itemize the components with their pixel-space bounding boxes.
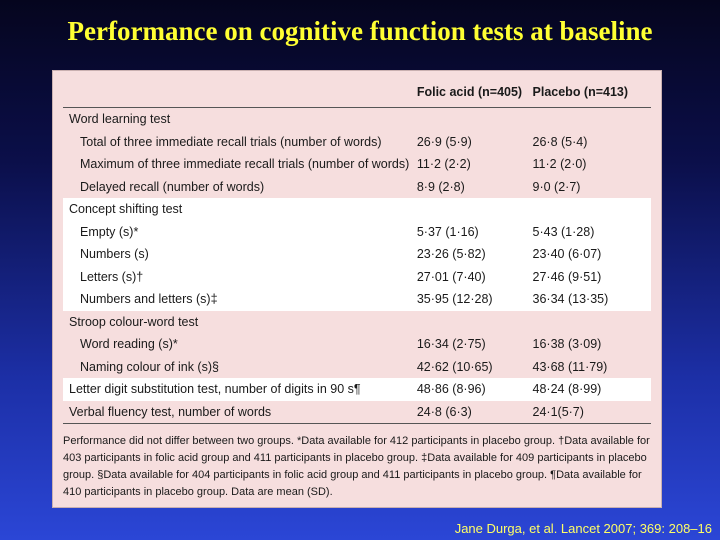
row-label: Verbal fluency test, number of words bbox=[63, 400, 417, 424]
folic-acid-value bbox=[417, 311, 533, 334]
header-folic-acid: Folic acid (n=405) bbox=[416, 77, 533, 108]
placebo-value: 5·43 (1·28) bbox=[532, 220, 651, 243]
table-row: Numbers (s) 23·26 (5·82) 23·40 (6·07) bbox=[63, 243, 651, 266]
row-label: Word learning test bbox=[69, 112, 171, 127]
placebo-value: 11·2 (2·0) bbox=[532, 157, 587, 172]
header-placebo: Placebo (n=413) bbox=[532, 77, 651, 108]
folic-acid-value: 35·95 (12·28) bbox=[416, 288, 533, 311]
folic-acid-value: 48·86 (8·96) bbox=[416, 378, 533, 401]
folic-acid-value: 24·8 (6·3) bbox=[416, 400, 533, 424]
placebo-value bbox=[532, 198, 651, 221]
row-label: Letter digit substitution test, number o… bbox=[63, 378, 417, 401]
placebo-value: 26·8 (5·4) bbox=[532, 134, 588, 149]
placebo-value bbox=[533, 108, 651, 131]
table-row: Numbers and letters (s)‡ 35·95 (12·28) 36·… bbox=[63, 288, 651, 311]
slide-title: Performance on cognitive function tests … bbox=[67, 16, 653, 46]
table-row: Word reading (s)* 16·34 (2·75) 16·38 (3·09… bbox=[63, 333, 651, 356]
folic-acid-value: 8·9 (2·8) bbox=[416, 179, 465, 194]
folic-acid-value: 26·9 (5·9) bbox=[416, 134, 472, 149]
placebo-value: 48·24 (8·99) bbox=[532, 378, 651, 401]
placebo-value bbox=[533, 311, 651, 334]
placebo-value: 36·34 (13·35) bbox=[532, 288, 651, 311]
table-row: Concept shifting test bbox=[63, 198, 651, 221]
table-row: Naming colour of ink (s)§ 42·62 (10·65) 43… bbox=[63, 356, 651, 379]
row-label: Concept shifting test bbox=[63, 198, 417, 221]
table-row: Stroop colour-word test bbox=[63, 311, 651, 334]
folic-acid-value: 5·37 (1·16) bbox=[416, 220, 533, 243]
folic-acid-value bbox=[417, 108, 533, 131]
header-measure bbox=[63, 77, 417, 108]
row-label: Stroop colour-word test bbox=[69, 314, 199, 329]
table-body: Word learning test Total of three immedia… bbox=[63, 108, 651, 424]
placebo-value: 24·1(5·7) bbox=[532, 400, 651, 424]
row-label: Maximum of three immediate recall trials… bbox=[80, 157, 410, 172]
folic-acid-value: 27·01 (7·40) bbox=[416, 265, 533, 288]
placebo-value: 23·40 (6·07) bbox=[532, 243, 651, 266]
folic-acid-value: 23·26 (5·82) bbox=[416, 243, 533, 266]
row-label: Empty (s)* bbox=[63, 220, 417, 243]
table-row: Letter digit substitution test, number o… bbox=[63, 378, 651, 401]
citation: Jane Durga, et al. Lancet 2007; 369: 208… bbox=[454, 521, 712, 536]
row-label: Delayed recall (number of words) bbox=[80, 179, 265, 194]
table-header-row: Folic acid (n=405) Placebo (n=413) bbox=[63, 77, 651, 108]
placebo-value: 43·68 (11·79) bbox=[532, 359, 608, 374]
folic-acid-value: 11·2 (2·2) bbox=[416, 157, 471, 172]
folic-acid-value: 16·34 (2·75) bbox=[416, 337, 486, 352]
table-row: Verbal fluency test, number of words 24·8… bbox=[63, 400, 651, 424]
cognitive-function-table: Folic acid (n=405) Placebo (n=413) Word … bbox=[63, 77, 651, 424]
folic-acid-value bbox=[416, 198, 533, 221]
row-label: Word reading (s)* bbox=[80, 337, 178, 352]
row-label: Numbers (s) bbox=[63, 243, 417, 266]
row-label: Naming colour of ink (s)§ bbox=[80, 359, 219, 374]
table-row: Delayed recall (number of words) 8·9 (2·8… bbox=[63, 176, 651, 199]
table-row: Maximum of three immediate recall trials… bbox=[63, 153, 651, 176]
table-row: Letters (s)† 27·01 (7·40) 27·46 (9·51) bbox=[63, 265, 651, 288]
row-label: Numbers and letters (s)‡ bbox=[63, 288, 417, 311]
row-label: Total of three immediate recall trials (… bbox=[80, 134, 382, 149]
table-row: Word learning test bbox=[63, 108, 651, 131]
table-panel: Folic acid (n=405) Placebo (n=413) Word … bbox=[52, 70, 662, 508]
table-footnote: Performance did not differ between two g… bbox=[63, 435, 650, 498]
placebo-value: 27·46 (9·51) bbox=[532, 265, 651, 288]
row-label: Letters (s)† bbox=[63, 265, 417, 288]
placebo-value: 16·38 (3·09) bbox=[532, 337, 602, 352]
table-row: Total of three immediate recall trials (… bbox=[63, 131, 651, 154]
table-row: Empty (s)* 5·37 (1·16) 5·43 (1·28) bbox=[63, 220, 651, 243]
folic-acid-value: 42·62 (10·65) bbox=[416, 359, 493, 374]
placebo-value: 9·0 (2·7) bbox=[532, 179, 581, 194]
